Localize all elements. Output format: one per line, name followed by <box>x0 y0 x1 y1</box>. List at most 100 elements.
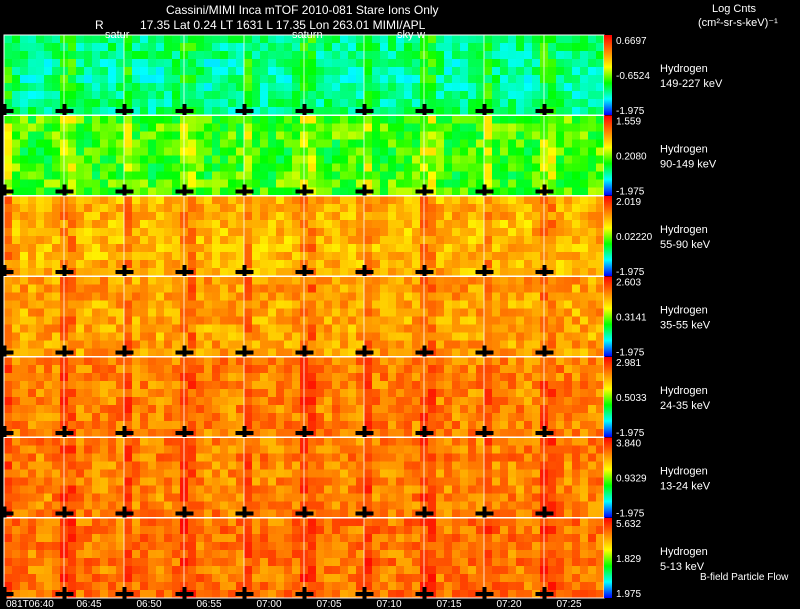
heatmap-cell <box>12 453 21 462</box>
heatmap-cell <box>460 316 469 325</box>
heatmap-cell <box>196 437 205 446</box>
heatmap-cell <box>236 534 245 543</box>
heatmap-cell <box>108 405 117 414</box>
heatmap-cell <box>28 397 37 406</box>
heatmap-cell <box>428 75 437 84</box>
heatmap-cell <box>148 123 157 132</box>
heatmap-cell <box>4 236 13 245</box>
heatmap-cell <box>276 348 285 357</box>
heatmap-cell <box>308 67 317 76</box>
heatmap-cell <box>76 228 85 237</box>
heatmap-cell <box>548 357 557 366</box>
heatmap-cell <box>388 534 397 543</box>
heatmap-cell <box>444 316 453 325</box>
heatmap-cell <box>108 437 117 446</box>
heatmap-cell <box>548 147 557 156</box>
heatmap-cell <box>108 268 117 277</box>
heatmap-cell <box>492 518 501 527</box>
heatmap-cell <box>220 469 229 478</box>
heatmap-cell <box>236 236 245 245</box>
heatmap-cell <box>84 179 93 188</box>
heatmap-cell <box>204 405 213 414</box>
heatmap-cell <box>364 493 373 502</box>
heatmap-cell <box>92 131 101 140</box>
heatmap-cell <box>532 99 541 108</box>
heatmap-cell <box>148 316 157 325</box>
heatmap-cell <box>116 316 125 325</box>
crosshair-marker <box>182 184 187 199</box>
heatmap-cell <box>492 75 501 84</box>
heatmap-cell <box>20 91 29 100</box>
heatmap-cell <box>372 300 381 309</box>
heatmap-cell <box>108 43 117 52</box>
heatmap-cell <box>468 526 477 535</box>
heatmap-cell <box>220 316 229 325</box>
heatmap-cell <box>148 421 157 430</box>
heatmap-cell <box>508 413 517 422</box>
heatmap-cell <box>52 155 61 164</box>
heatmap-cell <box>228 445 237 454</box>
heatmap-cell <box>348 332 357 341</box>
heatmap-cell <box>284 115 293 124</box>
energy-label: 90-149 keV <box>660 159 717 171</box>
heatmap-cell <box>244 365 253 374</box>
heatmap-cell <box>580 155 589 164</box>
heatmap-cell <box>76 421 85 430</box>
heatmap-cell <box>596 324 605 333</box>
heatmap-cell <box>580 437 589 446</box>
heatmap-cell <box>284 405 293 414</box>
heatmap-cell <box>452 51 461 60</box>
colorbar <box>604 276 612 357</box>
heatmap-cell <box>148 163 157 172</box>
heatmap-cell <box>468 99 477 108</box>
heatmap-cell <box>284 373 293 382</box>
heatmap-cell <box>292 316 301 325</box>
heatmap-cell <box>388 59 397 68</box>
heatmap-cell <box>500 99 509 108</box>
heatmap-cell <box>380 453 389 462</box>
heatmap-cell <box>364 357 373 366</box>
heatmap-cell <box>68 212 77 221</box>
heatmap-cell <box>452 518 461 527</box>
heatmap-cell <box>284 389 293 398</box>
heatmap-cell <box>28 123 37 132</box>
heatmap-cell <box>308 534 317 543</box>
heatmap-cell <box>292 99 301 108</box>
heatmap-cell <box>484 332 493 341</box>
heatmap-cell <box>556 316 565 325</box>
heatmap-cell <box>188 228 197 237</box>
heatmap-cell <box>116 123 125 132</box>
heatmap-cell <box>372 59 381 68</box>
heatmap-cell <box>188 75 197 84</box>
heatmap-cell <box>332 373 341 382</box>
heatmap-cell <box>276 389 285 398</box>
heatmap-cell <box>244 171 253 180</box>
heatmap-cell <box>292 493 301 502</box>
heatmap-cell <box>588 35 597 44</box>
heatmap-cell <box>276 477 285 486</box>
heatmap-cell <box>372 389 381 398</box>
heatmap-cell <box>460 131 469 140</box>
heatmap-cell <box>140 534 149 543</box>
heatmap-cell <box>228 526 237 535</box>
heatmap-cell <box>572 276 581 285</box>
heatmap-cell <box>572 405 581 414</box>
heatmap-cell <box>364 365 373 374</box>
heatmap-cell <box>404 518 413 527</box>
heatmap-cell <box>460 276 469 285</box>
heatmap-cell <box>556 365 565 374</box>
heatmap-cell <box>532 421 541 430</box>
heatmap-cell <box>124 292 133 301</box>
heatmap-cell <box>556 332 565 341</box>
heatmap-cell <box>92 300 101 309</box>
heatmap-cell <box>388 477 397 486</box>
heatmap-cell <box>452 67 461 76</box>
heatmap-cell <box>564 397 573 406</box>
heatmap-cell <box>316 405 325 414</box>
heatmap-cell <box>332 220 341 229</box>
heatmap-cell <box>444 526 453 535</box>
heatmap-cell <box>196 381 205 390</box>
heatmap-cell <box>76 477 85 486</box>
heatmap-cell <box>188 244 197 253</box>
